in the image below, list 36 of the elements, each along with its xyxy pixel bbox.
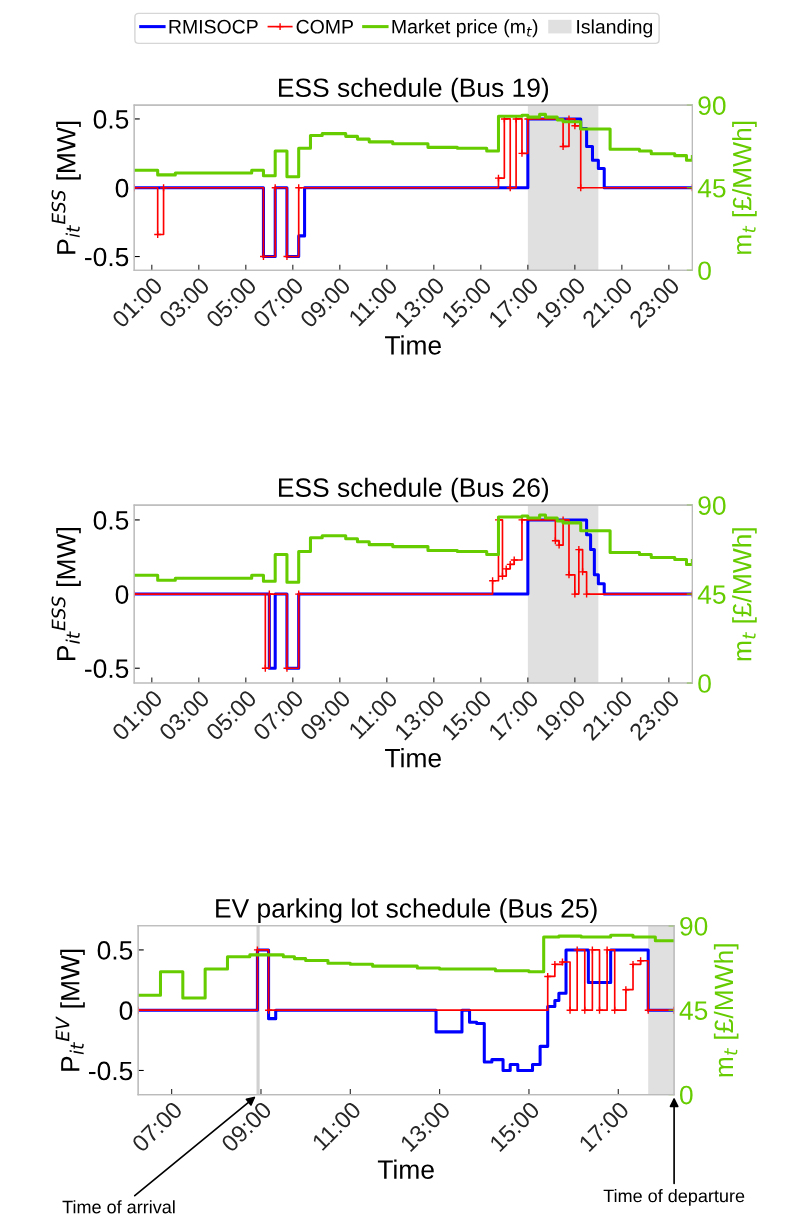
legend-label: COMP bbox=[296, 19, 353, 34]
y-tick-label: -0.5 bbox=[85, 247, 129, 267]
annotation: Time of departure bbox=[603, 1189, 745, 1206]
y2-tick-label: 45 bbox=[697, 585, 726, 604]
legend-label: Islanding bbox=[577, 19, 653, 38]
y-axis-title: P$_{it}$$^{ESS}$ [MW] bbox=[51, 528, 81, 660]
y2-axis-title: m$_{t}$ [£/MWh] bbox=[713, 944, 739, 1077]
y-axis-title: P$_{it}$$^{ESS}$ [MW] bbox=[51, 121, 81, 254]
y-tick-label: 0 bbox=[115, 585, 129, 604]
y2-axis-title: m$_{t}$ [£/MWh] bbox=[732, 528, 757, 661]
y2-tick-label: 0 bbox=[698, 674, 711, 693]
y-tick-label: 0.5 bbox=[93, 110, 129, 129]
chart-title: EV parking lot schedule (Bus 25) bbox=[216, 898, 597, 923]
y-tick-label: -0.5 bbox=[89, 1061, 133, 1081]
legend-label: RMISOCP bbox=[169, 19, 258, 34]
y2-tick-label: 90 bbox=[698, 96, 726, 115]
x-axis-title: Time bbox=[385, 335, 441, 355]
y2-tick-label: 45 bbox=[697, 179, 726, 198]
legend-label: Market price (m$_{t}$) bbox=[392, 19, 538, 38]
chart-title: ESS schedule (Bus 26) bbox=[279, 477, 549, 503]
chart-title: ESS schedule (Bus 19) bbox=[279, 77, 549, 103]
annotation: Time of arrival bbox=[62, 1200, 175, 1214]
y2-tick-label: 90 bbox=[698, 496, 726, 515]
y2-axis-title: m$_{t}$ [£/MWh] bbox=[732, 121, 757, 254]
y2-tick-label: 45 bbox=[679, 1001, 708, 1021]
y-tick-label: 0 bbox=[119, 1001, 133, 1021]
y2-tick-label: 90 bbox=[680, 916, 708, 936]
y2-tick-label: 0 bbox=[698, 261, 711, 281]
y-axis-title: P$_{it}$$^{EV}$ [MW] bbox=[55, 949, 85, 1071]
y-tick-label: 0 bbox=[115, 178, 129, 198]
y2-tick-label: 0 bbox=[680, 1085, 693, 1105]
y-tick-label: 0.5 bbox=[97, 941, 133, 960]
x-axis-title: Time bbox=[377, 1159, 434, 1179]
y-tick-label: -0.5 bbox=[85, 659, 129, 679]
x-axis-title: Time bbox=[385, 748, 441, 768]
y-tick-label: 0.5 bbox=[93, 511, 129, 530]
